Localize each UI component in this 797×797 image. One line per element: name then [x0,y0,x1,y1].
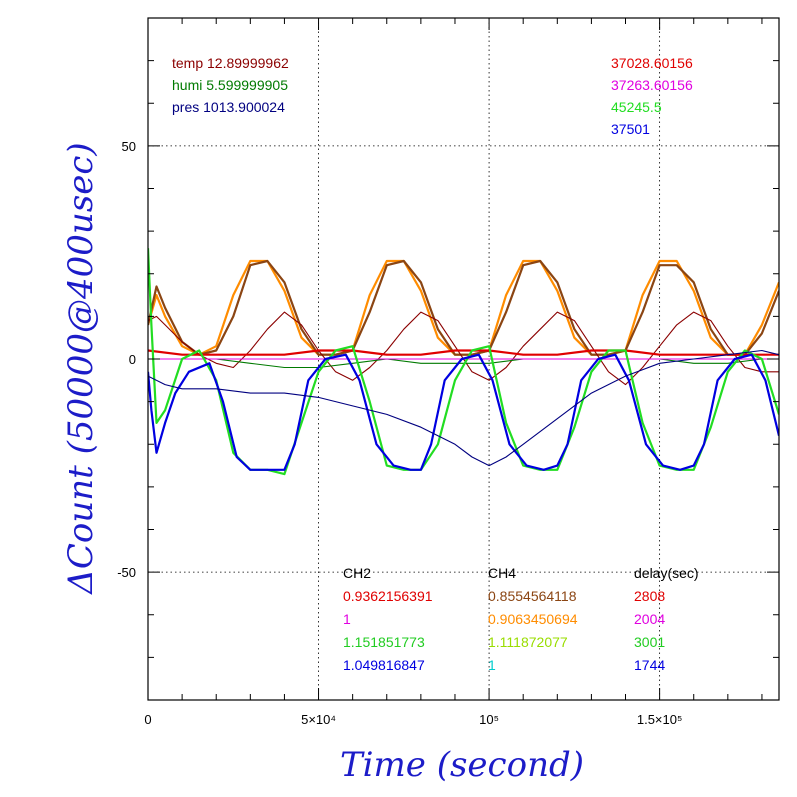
series-line-8 [148,353,779,471]
x-tick-label: 10⁵ [479,712,499,727]
env-legend: temp 12.89999962 humi 5.599999905 pres 1… [172,55,289,115]
env-legend-temp: temp 12.89999962 [172,55,289,71]
table-header-ch2: CH2 [343,565,371,581]
table-cell: 2004 [634,611,665,627]
series-line-9 [148,349,779,467]
y-tick-label: -50 [117,565,136,580]
x-tick-label: 1.5×10⁵ [637,712,683,727]
table-cell: 3001 [634,634,665,650]
x-tick-label: 5×10⁴ [301,712,336,727]
table-cell: 1.111872077 [488,634,568,650]
channel-legend-2: 37263.60156 [611,77,693,93]
table-header-delay: delay(sec) [634,565,699,581]
table-cell: 1744 [634,657,665,673]
table-cell: 0.8554564118 [488,588,577,604]
coefficient-table: CH2 CH4 delay(sec) 0.9362156391 0.855456… [343,565,699,673]
table-cell: 1 [343,611,351,627]
series-line-4 [148,358,779,369]
table-cell: 0.9362156391 [343,588,433,604]
table-cell: 0.9063450694 [488,611,578,627]
env-legend-pres: pres 1013.900024 [172,99,285,115]
series-line-2 [148,259,779,356]
tick-labels: 0 5×10⁴ 10⁵ 1.5×10⁵ 50 0 -50 [117,139,682,727]
channel-legend-3: 45245.5 [611,99,662,115]
table-cell: 1.151851773 [343,634,425,650]
y-axis-title: ΔCount (50000@400usec) [61,142,101,595]
y-tick-label: 50 [122,139,136,154]
channel-legend-1: 37028.60156 [611,55,693,71]
table-cell: 1 [488,657,496,673]
x-axis-title: Time (second) [340,745,584,785]
table-cell: 1.049816847 [343,657,425,673]
table-header-ch4: CH4 [488,565,516,581]
series-layer [148,248,779,476]
channel-legend: 37028.60156 37263.60156 45245.5 37501 [611,55,693,137]
env-legend-humi: humi 5.599999905 [172,77,288,93]
channel-legend-4: 37501 [611,121,650,137]
minor-ticks [147,17,779,701]
table-cell: 2808 [634,588,665,604]
y-tick-label: 0 [129,352,136,367]
x-tick-label: 0 [144,712,151,727]
